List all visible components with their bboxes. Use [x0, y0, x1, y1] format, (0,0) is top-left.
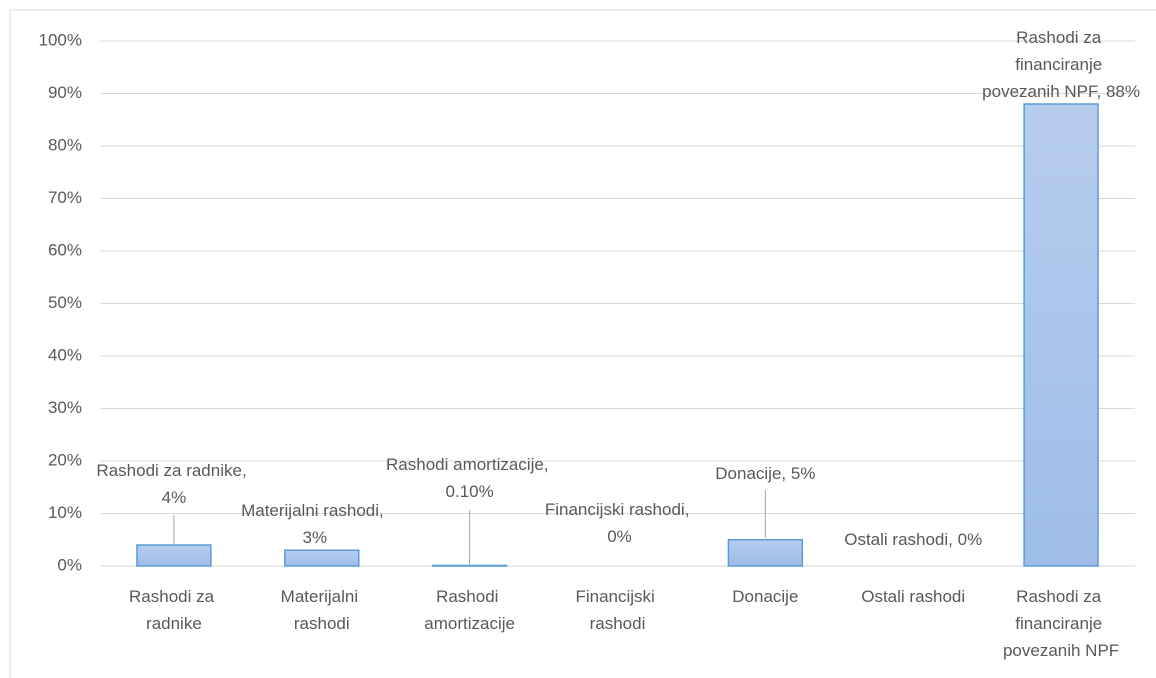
data-label: Materijalni rashodi, 3% — [241, 501, 388, 547]
data-label: Rashodi amortizacije, 0.10% — [386, 455, 553, 501]
y-tick-label: 90% — [48, 83, 82, 102]
x-tick-label: Rashodi amortizacije — [424, 587, 515, 633]
bar — [727, 539, 804, 567]
y-tick-label: 80% — [48, 135, 82, 154]
bar — [431, 564, 508, 567]
y-tick-label: 40% — [48, 345, 82, 364]
data-label: Rashodi za radnike, 4% — [96, 461, 251, 507]
data-label: Rashodi za financiranje povezanih NPF, 8… — [982, 28, 1140, 101]
y-tick-label: 100% — [39, 30, 82, 49]
x-tick-label: Financijski rashodi — [575, 587, 659, 633]
y-tick-label: 20% — [48, 450, 82, 469]
x-tick-label: Rashodi za radnike — [129, 587, 219, 633]
y-tick-label: 30% — [48, 398, 82, 417]
y-tick-label: 10% — [48, 503, 82, 522]
x-tick-label: Materijalni rashodi — [281, 587, 363, 633]
x-tick-label: Ostali rashodi — [861, 587, 965, 606]
x-tick-label: Donacije — [732, 587, 798, 606]
bar — [284, 549, 360, 567]
bar — [136, 544, 212, 567]
x-tick-label: Rashodi za financiranje povezanih NPF — [1003, 587, 1119, 660]
y-tick-label: 70% — [48, 188, 82, 207]
data-label: Ostali rashodi, 0% — [844, 530, 982, 549]
bar — [1023, 103, 1099, 567]
y-tick-label: 60% — [48, 240, 82, 259]
y-tick-label: 50% — [48, 293, 82, 312]
y-tick-label: 0% — [57, 555, 82, 574]
data-label: Financijski rashodi, 0% — [545, 500, 694, 546]
data-label: Donacije, 5% — [715, 464, 815, 483]
